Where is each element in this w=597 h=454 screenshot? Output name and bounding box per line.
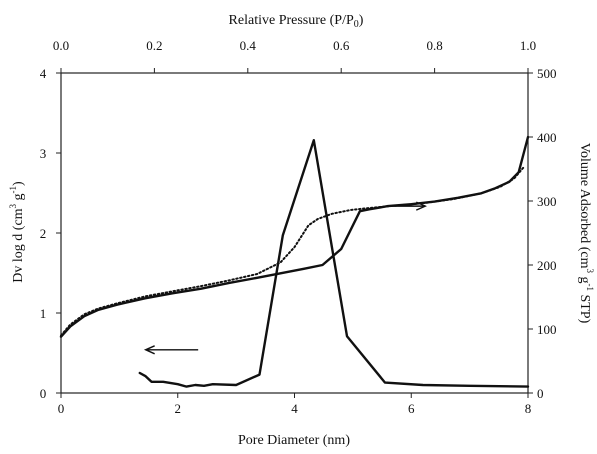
right-axis-title-sup2: -1 <box>585 283 595 291</box>
bottom-axis-tick-label: 6 <box>408 401 415 416</box>
right-axis-tick-label: 500 <box>537 66 557 81</box>
right-axis-title-main: Volume Adsorbed (cm <box>577 143 592 269</box>
plot-frame <box>60 72 529 394</box>
top-axis-tick-label: 0.2 <box>146 38 162 53</box>
axes-layer: 0 2 4 6 8 0.0 0.2 0.4 0.6 0.8 1.0 0 1 2 3 4 0 100 200 300 40… <box>40 38 557 416</box>
right-axis-tick-label: 100 <box>537 322 557 337</box>
left-axis-tick-label: 2 <box>40 226 47 241</box>
top-axis-title-sub: 0 <box>354 19 359 30</box>
right-axis-title-sup1: 3 <box>585 268 595 273</box>
left-axis-title-sup1: 3 <box>8 203 18 208</box>
pore-size-distribution-line <box>138 138 530 388</box>
left-axis-title-mid: g <box>11 193 26 204</box>
right-axis-tick-label: 400 <box>537 130 557 145</box>
top-axis-tick-label: 0.0 <box>53 38 69 53</box>
top-axis-title-end: ) <box>359 13 364 28</box>
adsorption-solid-line <box>59 135 530 338</box>
right-axis-title: Volume Adsorbed (cm3 g-1 STP) <box>577 143 595 324</box>
left-axis-tick-label: 0 <box>40 386 47 401</box>
left-axis-tick-label: 1 <box>40 306 47 321</box>
top-axis-title-main: Relative Pressure (P/P <box>229 13 354 28</box>
arrow-right-icon <box>415 201 427 211</box>
right-axis-tick-label: 300 <box>537 194 557 209</box>
annotation-layer <box>143 201 427 355</box>
left-axis-tick-label: 3 <box>40 146 47 161</box>
bottom-axis-title: Pore Diameter (nm) <box>238 433 350 448</box>
left-axis-title-end: ) <box>11 181 26 186</box>
top-axis-tick-label: 0.6 <box>333 38 350 53</box>
top-axis-tick-label: 1.0 <box>520 38 536 53</box>
left-axis-title: Dv log d (cm3 g-1) <box>8 181 26 283</box>
bottom-axis-tick-label: 8 <box>525 401 532 416</box>
left-axis-title-main: Dv log d (cm <box>11 208 26 282</box>
right-axis-tick-label: 200 <box>537 258 557 273</box>
left-axis-title-sup2: -1 <box>8 186 18 194</box>
right-axis-tick-label: 0 <box>537 386 544 401</box>
left-axis-tick-label: 4 <box>40 66 47 81</box>
top-axis-tick-label: 0.8 <box>426 38 442 53</box>
arrow-left-icon <box>143 345 155 355</box>
top-axis-tick-label: 0.4 <box>240 38 257 53</box>
bottom-axis-tick-label: 2 <box>175 401 182 416</box>
series-layer <box>59 135 530 388</box>
bottom-axis-tick-label: 4 <box>291 401 298 416</box>
desorption-dotted-line <box>60 166 525 337</box>
bottom-axis-tick-label: 0 <box>58 401 65 416</box>
top-axis-title: Relative Pressure (P/P0) <box>229 13 364 30</box>
right-axis-title-end: STP) <box>577 291 592 324</box>
right-axis-title-mid: g <box>577 273 592 284</box>
